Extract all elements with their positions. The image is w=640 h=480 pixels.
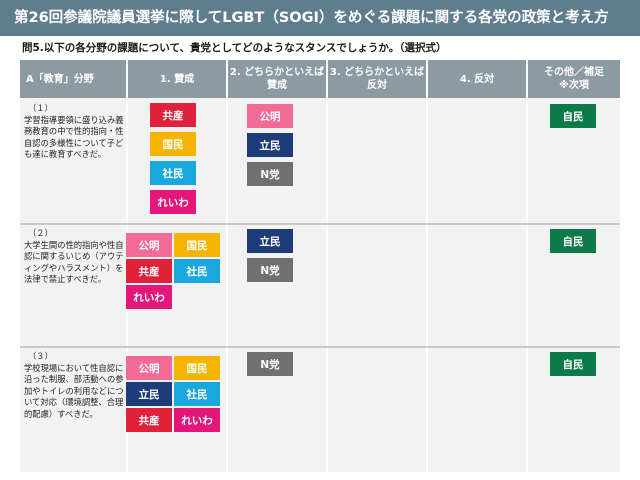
question-item: （１） 学習指導要領に盛り込み義務教育の中で性的指向・性自認の多様性について子ども… bbox=[24, 103, 124, 161]
column-divider bbox=[426, 60, 428, 472]
party-badge: れいわ bbox=[174, 408, 220, 432]
party-badge: N党 bbox=[247, 258, 293, 282]
header-disagree: 4. 反対 bbox=[428, 60, 526, 98]
party-badge: 共産 bbox=[126, 408, 172, 432]
party-badge: 立民 bbox=[247, 133, 293, 157]
party-badge: N党 bbox=[247, 352, 293, 376]
column-divider bbox=[326, 60, 328, 472]
party-badge: 国民 bbox=[174, 356, 220, 380]
question-statement: 大学生間の性的指向や性自認に関するいじめ（アウティングやハラスメント）を法律で禁… bbox=[24, 239, 124, 285]
header-other: その他／補足 ※次項 bbox=[528, 60, 620, 98]
header-somewhat-disagree: 3. どちらかといえば 反対 bbox=[328, 60, 426, 98]
header-field: A「教育」分野 bbox=[20, 60, 126, 98]
header-somewhat-agree: 2. どちらかといえば 賛成 bbox=[228, 60, 326, 98]
party-badge: 公明 bbox=[126, 233, 172, 257]
question-item: （３） 学校現場において性自認に沿った制服、部活動への参加やトイレの利用などについ… bbox=[24, 351, 124, 421]
party-badge: 社民 bbox=[150, 161, 196, 185]
party-badge: 国民 bbox=[150, 132, 196, 156]
column-divider bbox=[526, 60, 528, 472]
question-text: 問5.以下の各分野の課題について、貴党としてどのようなスタンスでしょうか。（選択… bbox=[22, 42, 447, 54]
question-number: （３） bbox=[28, 351, 53, 361]
party-badge: N党 bbox=[247, 162, 293, 186]
party-badge: 公明 bbox=[247, 104, 293, 128]
column-background bbox=[228, 98, 326, 472]
page-title: 第26回参議院議員選挙に際してLGBT（SOGI）をめぐる課題に関する各党の政策… bbox=[0, 0, 640, 36]
question-item: （２） 大学生間の性的指向や性自認に関するいじめ（アウティングやハラスメント）を法… bbox=[24, 228, 124, 286]
column-divider bbox=[226, 60, 228, 472]
question-number: （１） bbox=[28, 103, 53, 113]
party-badge: 国民 bbox=[174, 233, 220, 257]
party-badge: 共産 bbox=[150, 103, 196, 127]
party-badge: 立民 bbox=[126, 382, 172, 406]
party-badge: 自民 bbox=[550, 104, 596, 128]
party-badge: 自民 bbox=[550, 229, 596, 253]
row-divider bbox=[20, 346, 620, 348]
party-badge: 社民 bbox=[174, 382, 220, 406]
party-badge: れいわ bbox=[150, 190, 196, 214]
question-statement: 学習指導要領に盛り込み義務教育の中で性的指向・性自認の多様性について子ども達に教… bbox=[24, 114, 124, 160]
column-background bbox=[20, 98, 126, 472]
party-badge: 自民 bbox=[550, 352, 596, 376]
column-background bbox=[528, 98, 620, 472]
column-background bbox=[428, 98, 526, 472]
question-statement: 学校現場において性自認に沿った制服、部活動への参加やトイレの利用などについて対応… bbox=[24, 362, 124, 419]
header-agree: 1. 賛成 bbox=[128, 60, 226, 98]
question-number: （２） bbox=[28, 228, 53, 238]
column-background bbox=[328, 98, 426, 472]
party-badge: 公明 bbox=[126, 356, 172, 380]
party-badge: 共産 bbox=[126, 259, 172, 283]
row-divider bbox=[20, 223, 620, 225]
party-badge: 社民 bbox=[174, 259, 220, 283]
stance-table: A「教育」分野 1. 賛成 2. どちらかといえば 賛成 3. どちらかといえば… bbox=[20, 60, 620, 472]
party-badge: れいわ bbox=[126, 285, 172, 309]
party-badge: 立民 bbox=[247, 229, 293, 253]
